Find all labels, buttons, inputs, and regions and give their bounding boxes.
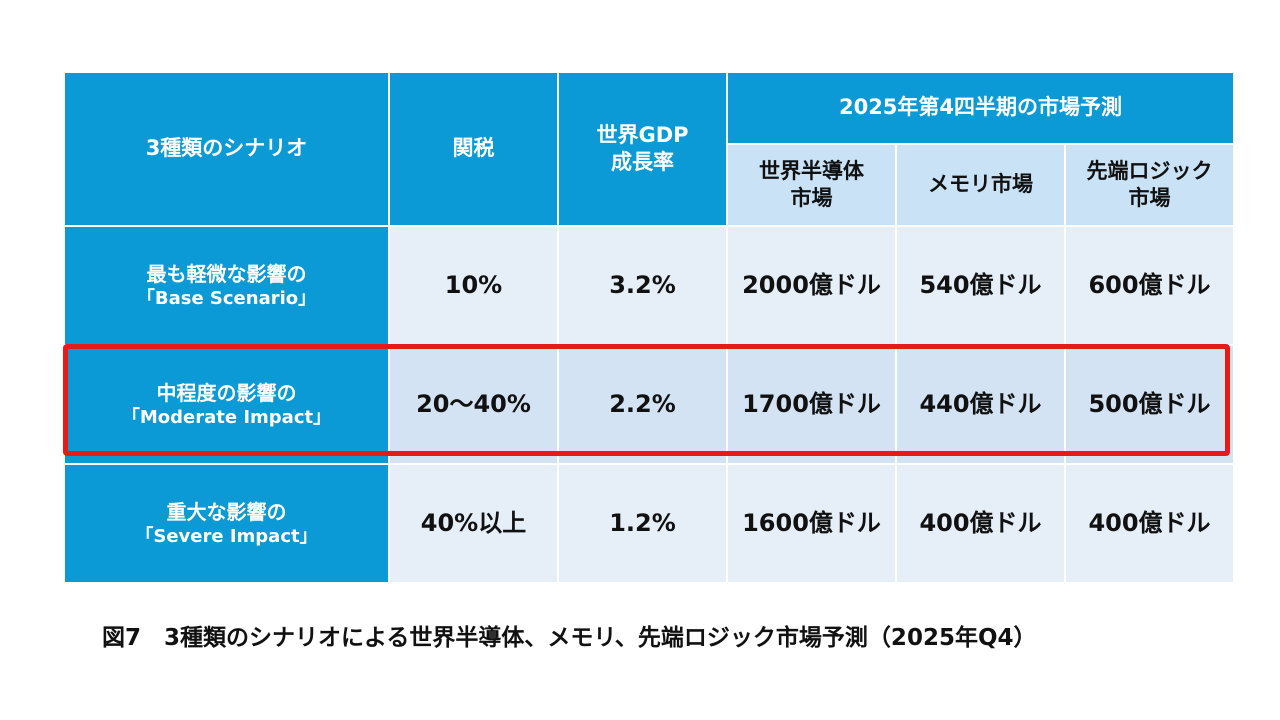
- row-scenario: 「Base Scenario」: [136, 287, 317, 309]
- header-forecast: 2025年第4四半期の市場予測: [728, 73, 1233, 143]
- header-memory: メモリ市場: [897, 145, 1064, 225]
- scenario-table: 3種類のシナリオ 関税 世界GDP 成長率 2025年第4四半期の市場予測 世界…: [65, 73, 1233, 582]
- memory-cell: 400億ドル: [897, 465, 1064, 582]
- tariff-cell: 40%以上: [390, 465, 557, 582]
- row-name: 重大な影響の: [166, 499, 287, 524]
- tariff-cell: 20～40%: [390, 346, 557, 463]
- logic-cell: 400億ドル: [1066, 465, 1233, 582]
- logic-cell: 600億ドル: [1066, 227, 1233, 344]
- gdp-cell: 3.2%: [559, 227, 726, 344]
- row-label-base: 最も軽微な影響の 「Base Scenario」: [65, 227, 388, 344]
- row-scenario: 「Moderate Impact」: [121, 406, 332, 428]
- row-label-moderate: 中程度の影響の 「Moderate Impact」: [65, 346, 388, 463]
- semiconductor-cell: 2000億ドル: [728, 227, 895, 344]
- header-semiconductor: 世界半導体 市場: [728, 145, 895, 225]
- semiconductor-cell: 1700億ドル: [728, 346, 895, 463]
- row-name: 最も軽微な影響の: [146, 261, 307, 286]
- memory-cell: 540億ドル: [897, 227, 1064, 344]
- gdp-cell: 1.2%: [559, 465, 726, 582]
- header-tariff: 関税: [390, 73, 557, 225]
- header-scenario: 3種類のシナリオ: [65, 73, 388, 225]
- header-gdp: 世界GDP 成長率: [559, 73, 726, 225]
- semiconductor-cell: 1600億ドル: [728, 465, 895, 582]
- gdp-cell: 2.2%: [559, 346, 726, 463]
- tariff-cell: 10%: [390, 227, 557, 344]
- row-scenario: 「Severe Impact」: [135, 525, 318, 547]
- memory-cell: 440億ドル: [897, 346, 1064, 463]
- row-name: 中程度の影響の: [156, 380, 297, 405]
- row-label-severe: 重大な影響の 「Severe Impact」: [65, 465, 388, 582]
- figure-caption: 図7 3種類のシナリオによる世界半導体、メモリ、先端ロジック市場予測（2025年…: [102, 625, 1037, 651]
- header-logic: 先端ロジック 市場: [1066, 145, 1233, 225]
- logic-cell: 500億ドル: [1066, 346, 1233, 463]
